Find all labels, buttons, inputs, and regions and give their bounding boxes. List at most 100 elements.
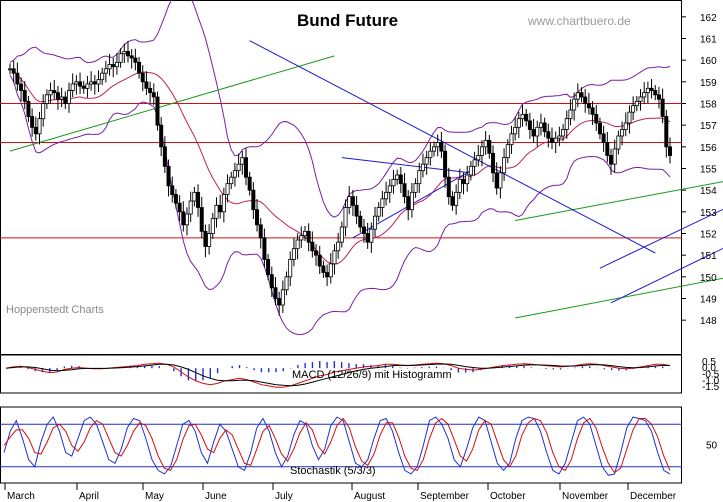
price-bar-body xyxy=(369,228,374,243)
price-bar-body xyxy=(468,165,473,176)
price-bar-body xyxy=(609,155,614,165)
price-bar-body xyxy=(373,215,378,230)
price-bar-body xyxy=(509,133,514,146)
price-bar-body xyxy=(59,96,64,100)
price-bar-body xyxy=(336,241,341,252)
price-bar-body xyxy=(11,68,16,74)
price-bar-body xyxy=(476,155,481,161)
price-bar-body xyxy=(258,224,263,239)
price-bar-body xyxy=(92,81,97,85)
price-bar-body xyxy=(435,142,440,148)
price-bar-body xyxy=(538,122,543,128)
price-bar-body xyxy=(33,126,38,135)
price-bar-body xyxy=(55,92,60,100)
price-bar-body xyxy=(550,137,555,143)
price-bar-body xyxy=(192,191,197,202)
price-bar-body xyxy=(262,237,267,260)
price-bar-body xyxy=(314,250,319,256)
price-tick-label: 150 xyxy=(700,273,717,284)
price-bar-body xyxy=(295,239,300,250)
price-tick-label: 157 xyxy=(700,121,717,132)
trendline-blue-channel-lower xyxy=(610,247,723,304)
price-bar-body xyxy=(409,191,414,211)
price-bar-body xyxy=(483,139,488,148)
price-bar-body xyxy=(516,118,521,128)
price-bar-body xyxy=(450,196,455,206)
price-bar-body xyxy=(653,90,658,96)
price-tick-label: 158 xyxy=(700,100,717,111)
price-bar-body xyxy=(22,90,27,102)
price-bar-body xyxy=(188,200,193,215)
macd-axis-ticks: 0.50.0-0.5-1.0-1.5 xyxy=(702,357,720,393)
price-bar-body xyxy=(361,226,366,234)
price-bar-body xyxy=(15,72,20,85)
price-bar-body xyxy=(387,185,392,193)
month-label: July xyxy=(275,491,293,502)
price-bar-body xyxy=(634,100,639,107)
bollinger-lower-band xyxy=(9,75,671,336)
stochastic-levels xyxy=(0,423,682,468)
price-bar-body xyxy=(627,111,632,124)
price-bar-body xyxy=(424,157,429,165)
price-bar-body xyxy=(612,148,617,165)
month-label: August xyxy=(354,491,385,502)
price-bar-body xyxy=(114,61,119,68)
price-bar-body xyxy=(513,126,518,135)
price-bar-body xyxy=(494,172,499,189)
price-bar-body xyxy=(557,135,562,139)
month-label: October xyxy=(490,491,526,502)
price-bar-body xyxy=(199,207,204,232)
price-bar-body xyxy=(620,129,625,137)
price-bars xyxy=(7,40,673,316)
price-bar-body xyxy=(638,96,643,102)
price-bar-body xyxy=(107,64,112,70)
price-bar-body xyxy=(358,215,363,228)
month-label: September xyxy=(420,491,470,502)
price-bar-body xyxy=(583,96,588,104)
price-bar-body xyxy=(553,137,558,143)
price-bar-body xyxy=(457,178,462,193)
price-bar-body xyxy=(402,183,407,198)
price-bar-body xyxy=(656,94,661,100)
price-bar-body xyxy=(129,55,134,59)
price-bar-body xyxy=(443,150,448,178)
price-bar-body xyxy=(579,92,584,98)
price-bar-body xyxy=(454,191,459,206)
price-bar-body xyxy=(148,87,153,94)
price-tick-label: 155 xyxy=(700,165,717,176)
price-bar-body xyxy=(280,289,285,306)
price-bar-body xyxy=(66,90,71,104)
price-bar-body xyxy=(668,146,673,156)
price-bar-body xyxy=(575,92,580,100)
price-bar-body xyxy=(243,157,248,178)
price-bar-body xyxy=(601,133,606,143)
price-bar-body xyxy=(664,116,669,148)
price-bar-body xyxy=(446,176,451,198)
trendline-channel-green-lower xyxy=(515,277,723,319)
price-bar-body xyxy=(251,189,256,211)
macd-lines xyxy=(5,362,671,388)
price-tick-label: 149 xyxy=(700,295,717,306)
price-bar-body xyxy=(269,274,274,289)
price-bar-body xyxy=(590,107,595,115)
price-bar-body xyxy=(428,150,433,159)
price-tick-label: 153 xyxy=(700,208,717,219)
price-bar-body xyxy=(649,87,654,91)
price-bar-body xyxy=(605,142,610,156)
price-bar-body xyxy=(568,109,573,120)
price-bar-body xyxy=(291,248,296,260)
price-bar-body xyxy=(461,178,466,185)
price-bar-body xyxy=(89,81,94,85)
price-bar-body xyxy=(479,146,484,156)
price-bar-body xyxy=(413,183,418,193)
price-tick-label: 159 xyxy=(700,78,717,89)
month-label: June xyxy=(205,491,227,502)
price-bar-body xyxy=(487,139,492,154)
price-bar-body xyxy=(41,103,46,120)
price-bar-body xyxy=(133,57,138,63)
price-bar-body xyxy=(155,96,160,126)
price-bar-body xyxy=(546,131,551,139)
price-bar-body xyxy=(140,72,145,83)
price-bar-body xyxy=(398,174,403,185)
